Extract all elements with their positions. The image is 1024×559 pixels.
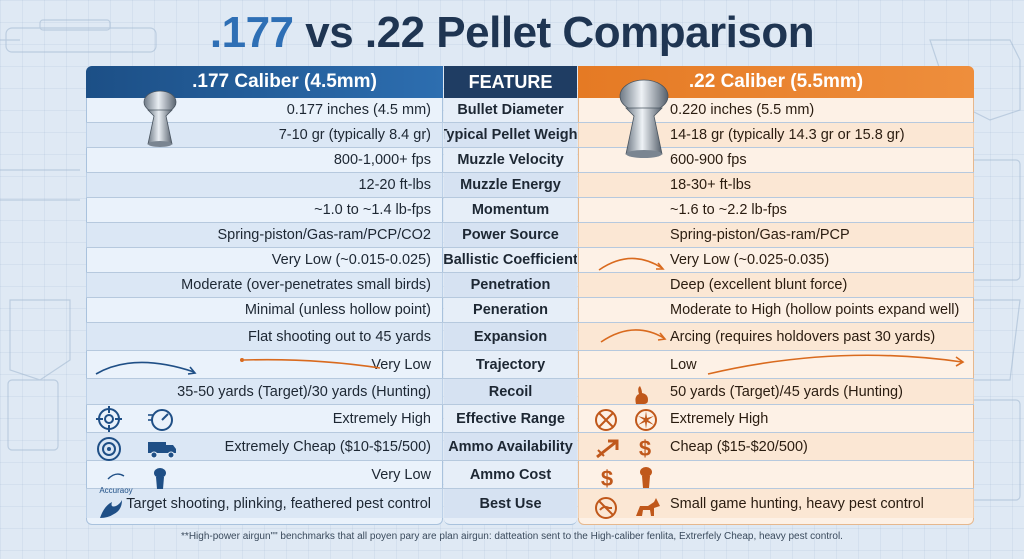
header-feature: FEATURE <box>444 66 577 98</box>
cell-right: Low <box>670 356 697 373</box>
footnote: **High-power airgun"" benchmarks that al… <box>181 531 843 542</box>
pellet-orange-icon <box>640 467 652 488</box>
table-row: Spring-piston/Gas-ram/PCP/CO2 Power Sourc… <box>86 223 974 248</box>
impact-burst-icon <box>635 409 657 431</box>
comparison-table: .177 Caliber (4.5mm) FEATURE .22 Caliber… <box>86 66 974 525</box>
svg-text:$: $ <box>639 436 651 461</box>
cell-left: Extremely Cheap ($10-$15/500) <box>86 433 443 460</box>
table-row: Extremely High Effective Range Extremely H… <box>86 405 974 433</box>
cell-mid: Ammo Availability <box>444 433 577 460</box>
accuracy-arrow-icon <box>107 473 125 480</box>
cell-right: Moderate to High (hollow points expand w… <box>670 302 960 318</box>
table-row: Moderate (over-penetrates small birds) Pe… <box>86 273 974 298</box>
cell-left: Flat shooting out to 45 yards <box>86 323 443 350</box>
cell-left: Very Low <box>371 466 431 483</box>
table-row: 7-10 gr (typically 8.4 gr) Typical Pellet… <box>86 123 974 148</box>
cell-left: Target shooting, plinking, feathered pes… <box>86 489 443 518</box>
header-177-caliber: .177 Caliber (4.5mm) <box>86 66 443 98</box>
cell-left: Minimal (unless hollow point) <box>244 302 431 318</box>
cell-mid: Peneration <box>473 302 548 318</box>
cell-mid: Bullet Diameter <box>457 102 564 118</box>
accuracy-icon: Accuraoy <box>92 468 140 495</box>
cell-left: Moderate (over-penetrates small birds) <box>86 273 443 297</box>
table-row: 0.177 inches (4.5 mm) Bullet Diameter 0.22… <box>86 98 974 123</box>
svg-text:$: $ <box>601 466 613 491</box>
cell-right: Extremely High <box>670 410 769 427</box>
accuracy-label: Accuraoy <box>99 486 133 495</box>
cell-mid: Typical Pellet Weight <box>444 123 577 147</box>
cell-left: Very Low <box>371 356 431 373</box>
cell-left: 0.177 inches (4.5 mm) <box>286 102 431 118</box>
pellet-177-icon <box>143 90 177 147</box>
fox-icon <box>636 498 660 516</box>
cell-mid: Muzzle Velocity <box>457 152 564 168</box>
trend-arrow-icon <box>596 439 619 459</box>
cell-right: Very Low (~0.025-0.035) <box>670 252 830 268</box>
cell-left: Extremely High <box>332 410 431 427</box>
table-row: Target shooting, plinking, feathered pes… <box>86 489 974 518</box>
dollar-small-icon: $ <box>601 466 613 491</box>
crosshair-icon <box>96 406 122 432</box>
cell-mid: Recoil <box>444 379 577 404</box>
table-row: Extremely Cheap ($10-$15/500) Ammo Availa… <box>86 433 974 461</box>
trajectory-arc-right-expansion-icon <box>600 329 667 343</box>
cell-left: 12-20 ft-lbs <box>86 173 443 197</box>
cell-mid: Best Use <box>444 489 577 518</box>
cell-right: Arcing (requires holdovers past 30 yards… <box>578 323 974 350</box>
cell-left: ~1.0 to ~1.4 lb-fps <box>314 202 431 218</box>
trajectory-arc-right-icon <box>707 354 965 375</box>
no-rodent-icon <box>595 497 617 519</box>
table-row: Flat shooting out to 45 yards Expansion Ar… <box>86 323 974 351</box>
cell-mid: Expansion <box>444 323 577 350</box>
pellet-small-icon <box>154 468 166 489</box>
cell-right: Cheap ($15-$20/500) <box>578 433 974 460</box>
table-row: 800-1,000+ fps Muzzle Velocity 600-900 fps <box>86 148 974 173</box>
dollar-icon: $ <box>639 436 651 461</box>
cell-right: 18-30+ ft-lbs <box>578 173 974 197</box>
cell-mid: Ammo Cost <box>469 466 552 483</box>
target-icon <box>97 437 121 461</box>
table-row: Very Low Ammo Cost <box>86 461 974 489</box>
pellet-22-icon <box>619 79 669 158</box>
cell-right: 0.220 inches (5.5 mm) <box>670 102 815 118</box>
bird-icon <box>100 500 122 518</box>
no-target-icon <box>595 409 617 431</box>
cell-mid: Trajectory <box>475 356 546 373</box>
cell-mid: Penetration <box>444 273 577 297</box>
title-accent: .177 <box>209 8 294 57</box>
title-rest: vs .22 Pellet Comparison <box>305 8 815 57</box>
cell-left: 800-1,000+ fps <box>333 152 431 168</box>
cell-left: 35-50 yards (Target)/30 yards (Hunting) <box>86 379 443 404</box>
trajectory-arc-right-ballistic-icon <box>598 257 665 271</box>
cell-mid: Effective Range <box>456 410 565 427</box>
table-row: ~1.0 to ~1.4 lb-fps Momentum ~1.6 to ~2.2 … <box>86 198 974 223</box>
speedometer-icon <box>148 409 173 431</box>
table-row: 35-50 yards (Target)/30 yards (Hunting) R… <box>86 379 974 405</box>
cell-mid: Ballistic Coefficient <box>444 252 577 268</box>
cell-right: Deep (excellent blunt force) <box>578 273 974 297</box>
cell-right: Small game hunting, heavy pest control <box>578 489 974 518</box>
delivery-truck-icon <box>148 442 176 459</box>
cell-right: 600-900 fps <box>670 152 747 168</box>
page-title: .177 vs .22 Pellet Comparison <box>0 6 1024 60</box>
cell-left: 7-10 gr (typically 8.4 gr) <box>86 123 443 147</box>
table-row: Very Low (~0.015-0.025) Ballistic Coeffic… <box>86 248 974 273</box>
cell-right: ~1.6 to ~2.2 lb-fps <box>670 202 787 218</box>
cell-left: Spring-piston/Gas-ram/PCP/CO2 <box>86 223 443 247</box>
cell-mid: Power Source <box>444 223 577 247</box>
table-row: Very Low Trajectory Low <box>86 351 974 379</box>
cell-mid: Muzzle Energy <box>444 173 577 197</box>
cell-left: Very Low (~0.015-0.025) <box>271 252 431 268</box>
table-row: 12-20 ft-lbs Muzzle Energy 18-30+ ft-lbs <box>86 173 974 198</box>
trajectory-flat-left-icon <box>95 358 381 375</box>
cell-mid: Momentum <box>471 202 550 218</box>
cell-right: Spring-piston/Gas-ram/PCP <box>578 223 974 247</box>
rabbit-icon <box>635 386 648 404</box>
table-row: Minimal (unless hollow point) Peneration M… <box>86 298 974 323</box>
